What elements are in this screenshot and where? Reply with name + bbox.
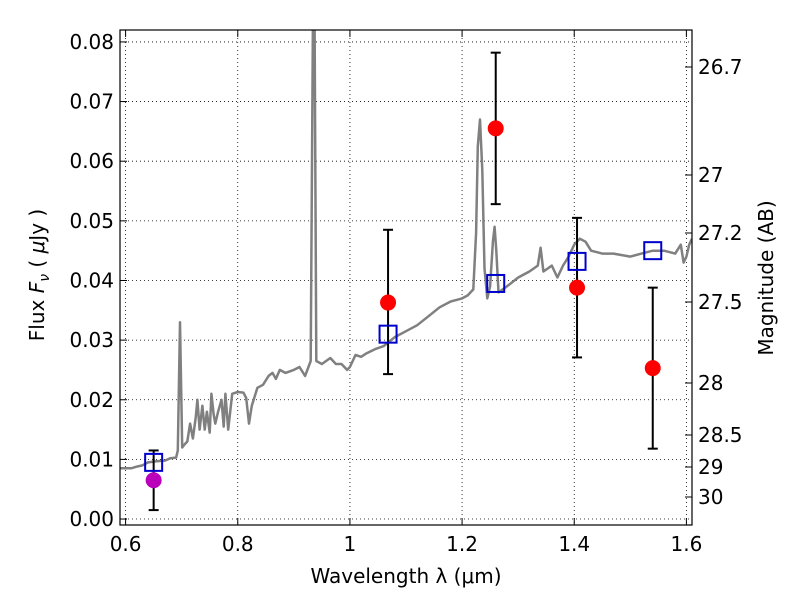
model-point-square [144,452,164,472]
x-tick-label: 1 [344,532,357,556]
spectrum-line [120,30,692,470]
y-right-tick-label: 26.7 [698,55,743,79]
x-tick-label: 0.8 [222,532,254,556]
y-right-tick-label: 30 [698,485,723,509]
y-label-middle: ( [25,253,49,274]
y-right-tick-label: 27.5 [698,290,743,314]
data-point-circle [487,120,504,137]
y-axis-right-label: Magnitude (AB) [754,200,778,355]
y-tick-label: 0.01 [69,447,114,471]
x-axis-label: Wavelength λ (μm) [310,564,501,588]
y-right-tick-label: 28.5 [698,423,743,447]
x-tick-label: 1.4 [558,532,590,556]
grid-lines [120,30,692,525]
y-label-prefix: Flux [25,293,49,341]
data-point-circle [644,360,661,377]
x-tick-label: 0.6 [110,532,142,556]
data-point-circle [569,279,586,296]
y-tick-label: 0.06 [69,149,114,173]
y-tick-label: 0.08 [69,30,114,54]
model-point-square [378,324,398,344]
data-point-circle [145,472,162,489]
y-tick-label: 0.02 [69,388,114,412]
x-tick-label: 1.6 [670,532,702,556]
y-axis-label: Flux Fν ( μJy ) [25,209,53,341]
y-label-symbol: F [25,281,49,293]
model-point-square [567,251,587,271]
y-label-unit: Jy ) [25,209,49,243]
y-tick-label: 0.07 [69,90,114,114]
y-tick-label: 0.00 [69,507,114,531]
model-point-square [486,273,506,293]
y-right-tick-label: 29 [698,455,723,479]
model-point-square [643,241,663,261]
axis-ticks: 0.6 0.8 1 1.2 1.4 1.6 0.00 0.01 0.02 0.03 0.04 0.05… [69,30,742,556]
y-right-tick-label: 27 [698,163,723,187]
y-label-mu: μ [25,241,49,255]
y-right-tick-label: 27.2 [698,221,743,245]
y-right-tick-label: 28 [698,371,723,395]
y-label-subscript: ν [37,274,53,282]
y-tick-label: 0.04 [69,268,114,292]
data-point-circle [380,294,397,311]
plot-area [120,30,692,512]
x-tick-label: 1.2 [446,532,478,556]
y-tick-label: 0.05 [69,209,114,233]
y-tick-label: 0.03 [69,328,114,352]
plot-frame [119,29,693,526]
